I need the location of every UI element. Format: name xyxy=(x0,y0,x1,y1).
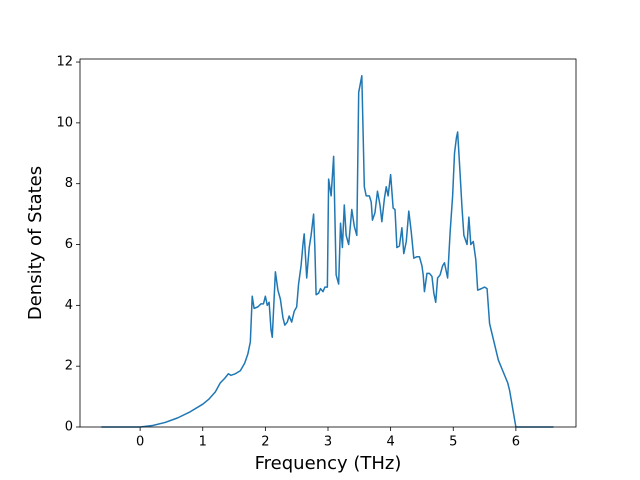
y-tick-label: 6 xyxy=(65,237,73,252)
y-tick-label: 4 xyxy=(65,298,73,313)
y-tick-label: 10 xyxy=(56,115,73,130)
x-tick-label: 3 xyxy=(324,435,332,450)
y-axis-label: Density of States xyxy=(25,166,46,320)
x-tick-label: 0 xyxy=(136,435,144,450)
y-tick-label: 2 xyxy=(65,359,73,374)
x-tick-label: 2 xyxy=(261,435,269,450)
line xyxy=(101,74,554,428)
x-tick-label: 1 xyxy=(199,435,207,450)
x-axis-label: Frequency (THz) xyxy=(255,453,402,474)
y-tick-label: 12 xyxy=(56,55,73,70)
x-tick-label: 5 xyxy=(449,435,457,450)
x-tick-label: 6 xyxy=(512,435,520,450)
y-tick-label: 8 xyxy=(65,176,73,191)
x-tick-label: 4 xyxy=(386,435,394,450)
y-tick-label: 0 xyxy=(65,420,73,435)
plot-frame xyxy=(79,58,577,428)
